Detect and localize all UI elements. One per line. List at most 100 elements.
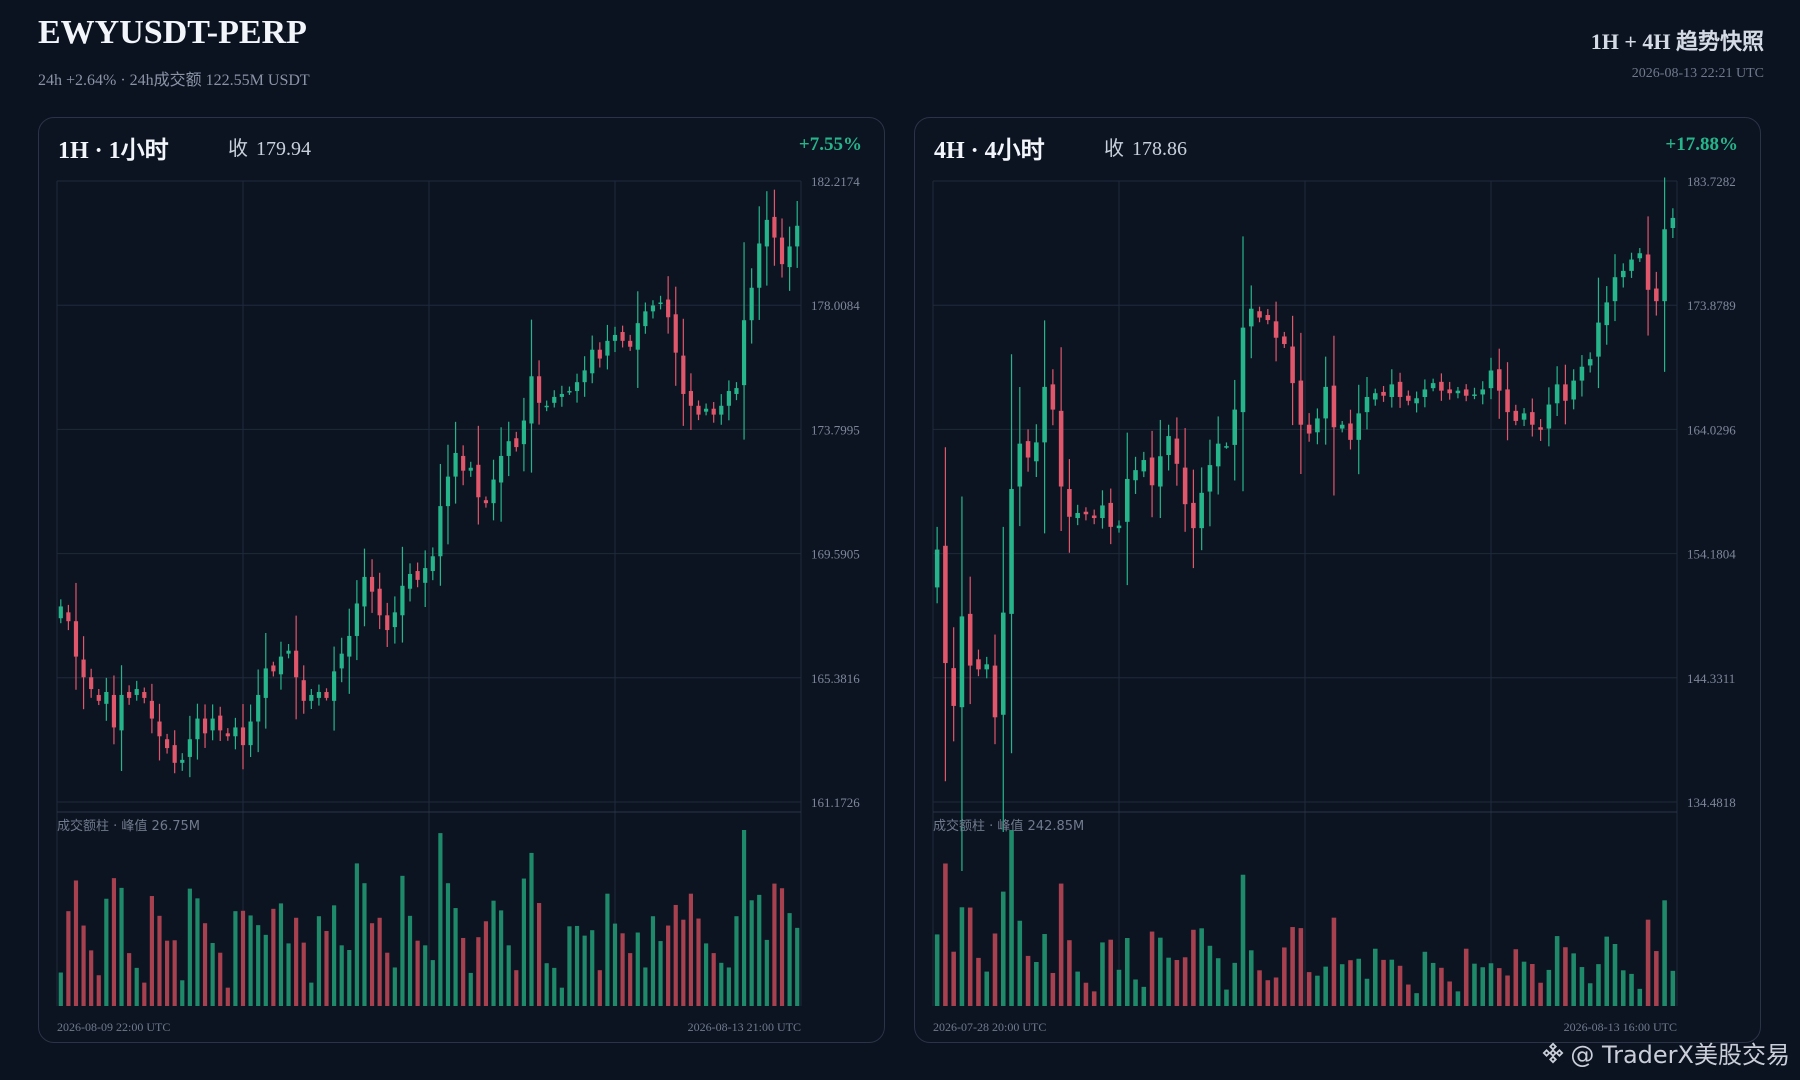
- volume-bar: [415, 940, 420, 1006]
- volume-bar: [574, 925, 580, 1006]
- candle-body: [1430, 383, 1436, 389]
- y-tick-label: 165.3816: [811, 671, 860, 686]
- volume-bar: [1067, 940, 1072, 1006]
- candle: [1331, 335, 1337, 496]
- candle-body: [1554, 384, 1560, 404]
- candle-body: [1034, 442, 1039, 462]
- close-value: 178.86: [1132, 138, 1187, 160]
- x-start-label: 2026-07-28 20:00 UTC: [933, 1020, 1046, 1034]
- candle-body: [1455, 390, 1461, 394]
- candle-body: [1563, 384, 1568, 401]
- volume-bar: [263, 934, 268, 1006]
- volume-bar: [1207, 945, 1213, 1006]
- candle: [1604, 286, 1610, 345]
- candle: [1629, 252, 1634, 278]
- candle: [795, 200, 800, 268]
- volume-bar: [559, 987, 564, 1006]
- volume-bar: [369, 923, 375, 1006]
- volume-bar: [445, 883, 451, 1006]
- candle: [1290, 315, 1295, 426]
- candle-body: [688, 391, 694, 406]
- candle-body: [741, 320, 747, 386]
- volume-bar: [628, 953, 633, 1006]
- candle: [187, 715, 192, 778]
- volume-bar: [597, 970, 602, 1006]
- volume-bar: [779, 888, 785, 1006]
- candle: [719, 394, 724, 425]
- candle-body: [111, 694, 117, 728]
- candle-body: [1496, 369, 1502, 391]
- volume-bar: [1554, 936, 1560, 1006]
- market-summary: 24h +2.64% · 24h成交额 122.55M USDT: [38, 72, 310, 89]
- candle-body: [681, 355, 686, 394]
- candle-body: [1505, 389, 1510, 413]
- candle-body: [1042, 386, 1047, 443]
- candle: [256, 669, 261, 753]
- y-tick-label: 144.3311: [1687, 671, 1735, 686]
- volume-bar: [673, 904, 678, 1006]
- candle-body: [187, 739, 192, 757]
- candles: [934, 177, 1676, 871]
- candle-body: [1091, 515, 1097, 519]
- symbol-title: EWYUSDT-PERP: [38, 14, 307, 51]
- volume-bar: [1166, 957, 1171, 1006]
- candle: [529, 319, 534, 473]
- candle-body: [362, 576, 367, 607]
- candle-body: [734, 388, 739, 394]
- candle-body: [1050, 384, 1056, 410]
- candle: [127, 685, 132, 705]
- candle: [666, 276, 671, 334]
- candle: [324, 688, 329, 701]
- candle-body: [1017, 443, 1023, 487]
- volume-bar: [347, 950, 352, 1006]
- candle-body: [597, 349, 602, 359]
- candle: [943, 447, 948, 782]
- candle-body: [1108, 502, 1114, 527]
- candle: [704, 403, 709, 416]
- volume-bar: [658, 941, 663, 1006]
- candle-body: [369, 576, 375, 592]
- candle-body: [324, 692, 329, 698]
- volume-bar: [1215, 958, 1221, 1006]
- volume-bar: [1240, 874, 1246, 1006]
- volume-bar: [1306, 972, 1312, 1006]
- volume-bar: [1224, 989, 1229, 1006]
- candle: [1505, 362, 1510, 441]
- candle: [58, 599, 63, 624]
- candle: [650, 300, 656, 319]
- candle: [1521, 408, 1527, 427]
- candle-body: [1265, 315, 1271, 321]
- candle: [332, 646, 337, 731]
- candle: [400, 546, 405, 643]
- candle-body: [294, 650, 299, 678]
- candle: [764, 191, 769, 286]
- candle: [1034, 424, 1039, 478]
- volume-bar: [612, 923, 618, 1006]
- volume-bar: [286, 943, 291, 1006]
- volume-bar: [620, 933, 625, 1006]
- volume-bar: [453, 908, 458, 1006]
- volume-bar: [1298, 928, 1304, 1006]
- candle-body: [757, 243, 762, 288]
- change-percent: +7.55%: [798, 134, 862, 155]
- candle-body: [134, 689, 139, 695]
- binance-diamond-icon: [1542, 1042, 1564, 1063]
- candle-body: [1530, 412, 1535, 425]
- volume-bar: [468, 972, 473, 1006]
- volume-bar: [514, 970, 519, 1006]
- candle-body: [1232, 409, 1238, 445]
- candle-body: [1538, 427, 1543, 430]
- candle: [1439, 373, 1444, 401]
- candle-body: [1224, 446, 1229, 448]
- candle: [1513, 404, 1519, 426]
- close-price: 收 179.94: [228, 132, 311, 161]
- volume-bar: [332, 905, 337, 1006]
- volume-bar: [96, 975, 101, 1006]
- volume-bar: [1034, 962, 1039, 1006]
- candle: [1025, 429, 1031, 472]
- candle: [1075, 504, 1080, 526]
- candle: [430, 547, 435, 581]
- candle-body: [1620, 270, 1626, 278]
- candle: [1058, 347, 1064, 532]
- candle: [1587, 352, 1593, 373]
